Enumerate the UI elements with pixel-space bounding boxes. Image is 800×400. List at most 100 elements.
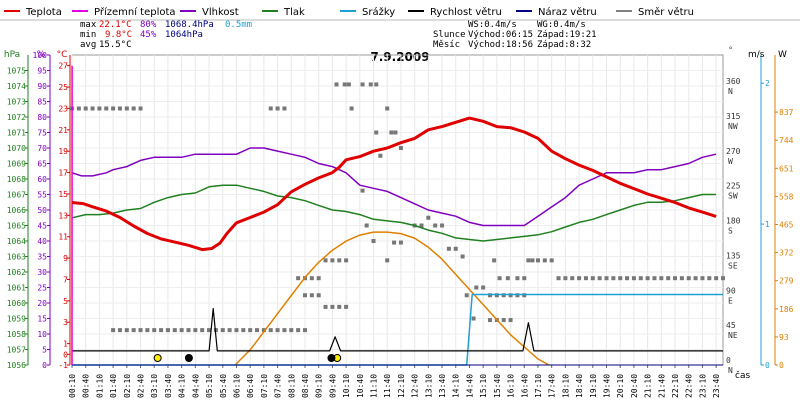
axis-tick-label: 1067 [7, 191, 26, 200]
wind-direction-point [334, 82, 339, 87]
wind-direction-point [464, 293, 469, 298]
wind-direction-point [378, 153, 383, 158]
wind-direction-point [590, 276, 595, 281]
legend-label: Srážky [362, 6, 395, 18]
axis-tick-direction: S [728, 227, 733, 236]
wind-direction-point [83, 106, 88, 111]
axis-tick-label: 1074 [7, 82, 26, 91]
legend-item: Srážky [340, 6, 395, 18]
axis-tick-label: 1062 [7, 268, 26, 277]
wind-direction-point [556, 276, 561, 281]
wind-direction-point [227, 328, 232, 333]
x-tick-label: 21:10 [644, 374, 653, 398]
x-tick-label: 23:10 [698, 374, 707, 398]
wind-direction-point [515, 276, 520, 281]
axis-tick-label: 35 [37, 253, 47, 262]
wind-direction-point [488, 318, 493, 323]
axis-solar: W 0 93 186 279 372 465 558 651 744 837 [774, 50, 794, 370]
wind-direction-point [282, 328, 287, 333]
x-tick-label: 06:10 [232, 374, 241, 398]
x-tick-label: 15:10 [479, 374, 488, 398]
axis-tick-label: 45 [726, 321, 736, 330]
x-tick-label: 03:10 [150, 374, 159, 398]
wind-direction-point [398, 240, 403, 245]
astro-markers [153, 354, 342, 362]
x-tick-label: 05:10 [205, 374, 214, 398]
wind-direction-point [193, 328, 198, 333]
stat-min-hum: 45% [140, 30, 157, 40]
wind-direction-point [474, 285, 479, 290]
x-tick-label: 03:40 [164, 374, 173, 398]
x-tick-label: 13:40 [438, 374, 447, 398]
x-tick-label: 08:40 [301, 374, 310, 398]
x-tick-label: 02:10 [123, 374, 132, 398]
wind-direction-point [563, 276, 568, 281]
axis-unit-label: ° [728, 46, 733, 56]
wind-direction-point [419, 223, 424, 228]
wind-direction-point [389, 130, 394, 135]
axis-tick-label: 85 [37, 98, 47, 107]
wind-direction-point [337, 304, 342, 309]
legend-label: Směr větru [638, 6, 694, 18]
wind-direction-point [453, 246, 458, 251]
wind-direction-point [686, 276, 691, 281]
series-line-solar [234, 231, 550, 366]
axis-tick-label: 1068 [7, 175, 26, 184]
wind-direction-point [392, 240, 397, 245]
stats-block: max 22.1°C 80% 1068.4hPa 0.5mm min 9.8°C… [80, 20, 252, 50]
x-tick-label: 11:10 [370, 374, 379, 398]
stat-avg-label: avg [80, 40, 96, 50]
axis-tick-label: 25 [37, 284, 47, 293]
x-tick-label: 19:10 [589, 374, 598, 398]
wind-direction-point [207, 328, 212, 333]
wind-direction-point [275, 328, 280, 333]
wind-direction-point [111, 106, 116, 111]
series-line-tlak [71, 184, 717, 242]
axis-tick-label: 0 [779, 361, 784, 370]
axis-tick-label: 0 [42, 361, 47, 370]
wind-direction-point [241, 328, 246, 333]
axis-unit-label: W [778, 50, 787, 60]
axis-tick-label: 0 [63, 350, 68, 359]
wind-direction-point [323, 304, 328, 309]
wind-direction-point [385, 106, 390, 111]
axis-tick-label: 186 [779, 305, 794, 314]
axis-tick-label: -1 [58, 361, 68, 370]
wind-direction-point [549, 258, 554, 263]
axis-tick-label: 93 [779, 333, 789, 342]
stat-max-rain: 0.5mm [225, 20, 252, 30]
axis-tick-label: 9 [63, 254, 68, 263]
x-tick-label: 02:40 [137, 374, 146, 398]
axis-tick-label: 270 [726, 147, 741, 156]
axis-tick-label: 55 [37, 191, 47, 200]
series-line-rychlost-v-tru [72, 308, 723, 352]
axis-tick-label: 1069 [7, 160, 26, 169]
wind-direction-point [117, 106, 122, 111]
wind-direction-points [70, 82, 725, 333]
wind-direction-point [638, 276, 643, 281]
wind-direction-point [76, 106, 81, 111]
axis-tick-label: 2 [765, 79, 770, 88]
wind-direction-point [145, 328, 150, 333]
axis-tick-label: 25 [58, 83, 68, 92]
x-tick-label: 17:40 [548, 374, 557, 398]
wind-direction-point [666, 276, 671, 281]
series-line-vlhkost [71, 147, 717, 227]
axis-tick-label: 1073 [7, 98, 26, 107]
axis-tick-label: 1060 [7, 299, 26, 308]
moon-moonrise-marker [327, 354, 336, 362]
astro-block: WS:0.4m/s WG:0.4m/s Slunce Východ:06:15 … [433, 20, 597, 50]
wind-direction-point [393, 130, 398, 135]
axis-tick-direction: W [728, 157, 733, 166]
wind-direction-point [268, 106, 273, 111]
axis-tick-label: 744 [779, 136, 794, 145]
wind-direction-point [97, 106, 102, 111]
moon-label: Měsíc [433, 40, 460, 50]
axis-tick-label: 13 [58, 211, 68, 220]
wind-direction-point [526, 258, 531, 263]
stat-max-press: 1068.4hPa [165, 20, 214, 30]
wind-direction-point [261, 328, 266, 333]
axis-tick-label: 1059 [7, 315, 26, 324]
stat-avg-temp: 15.5°C [99, 40, 132, 50]
